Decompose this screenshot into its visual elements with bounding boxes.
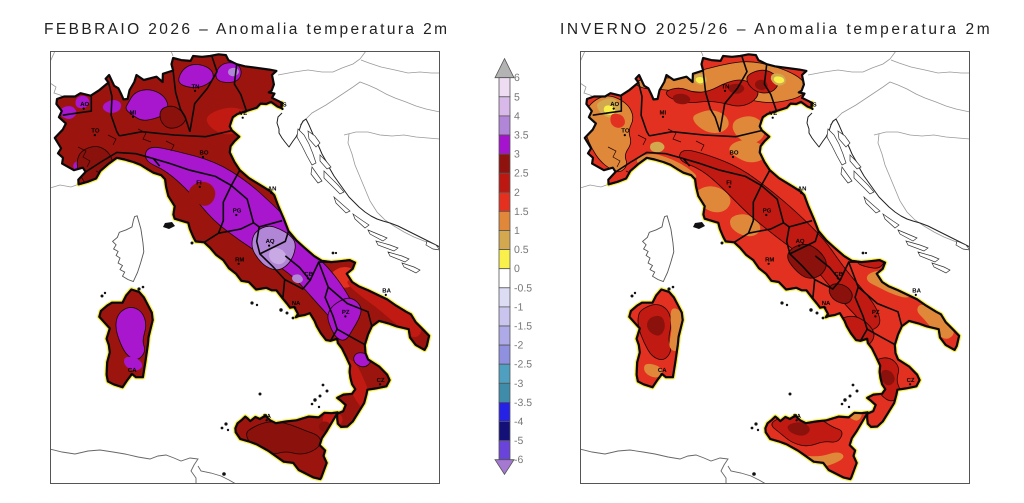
- svg-text:NA: NA: [292, 300, 301, 307]
- svg-text:CZ: CZ: [377, 377, 385, 384]
- svg-text:FI: FI: [196, 179, 202, 186]
- svg-text:AO: AO: [610, 101, 619, 108]
- svg-text:1: 1: [514, 225, 520, 237]
- svg-text:6: 6: [514, 72, 520, 84]
- svg-text:BA: BA: [912, 287, 921, 294]
- svg-text:-4: -4: [514, 416, 523, 428]
- svg-text:3.5: 3.5: [514, 130, 529, 142]
- svg-text:AN: AN: [798, 186, 807, 193]
- svg-text:NA: NA: [822, 300, 831, 307]
- svg-text:AO: AO: [80, 101, 89, 108]
- svg-text:PA: PA: [263, 413, 272, 420]
- svg-text:CZ: CZ: [907, 377, 915, 384]
- svg-text:AQ: AQ: [796, 238, 805, 245]
- svg-text:CA: CA: [658, 367, 667, 374]
- svg-text:PA: PA: [793, 413, 802, 420]
- svg-text:TO: TO: [621, 128, 630, 135]
- svg-text:1.5: 1.5: [514, 206, 529, 218]
- svg-text:TN: TN: [192, 83, 200, 90]
- svg-text:AN: AN: [268, 186, 277, 193]
- svg-text:-6: -6: [514, 454, 523, 466]
- svg-text:-1.5: -1.5: [514, 321, 532, 333]
- svg-text:BO: BO: [200, 150, 209, 157]
- svg-text:2: 2: [514, 187, 520, 199]
- svg-text:PZ: PZ: [342, 309, 350, 316]
- svg-text:-3: -3: [514, 378, 523, 390]
- svg-text:TS: TS: [809, 102, 817, 109]
- svg-text:BA: BA: [382, 287, 391, 294]
- svg-text:MI: MI: [660, 109, 667, 116]
- svg-text:-2.5: -2.5: [514, 359, 532, 371]
- svg-text:BO: BO: [730, 150, 739, 157]
- svg-text:VE: VE: [769, 110, 777, 117]
- svg-text:CB: CB: [304, 271, 313, 278]
- svg-text:CA: CA: [128, 367, 137, 374]
- svg-text:2.5: 2.5: [514, 168, 529, 180]
- svg-text:-1: -1: [514, 301, 523, 313]
- svg-text:PG: PG: [233, 208, 242, 215]
- svg-text:TS: TS: [279, 102, 287, 109]
- svg-text:-3.5: -3.5: [514, 397, 532, 409]
- svg-text:FI: FI: [726, 179, 732, 186]
- svg-text:-0.5: -0.5: [514, 282, 532, 294]
- svg-text:-2: -2: [514, 340, 523, 352]
- svg-text:0.5: 0.5: [514, 244, 529, 256]
- svg-text:TN: TN: [722, 83, 730, 90]
- svg-text:RM: RM: [765, 256, 774, 263]
- svg-text:3: 3: [514, 149, 520, 161]
- svg-text:VE: VE: [239, 110, 247, 117]
- svg-text:0: 0: [514, 263, 520, 275]
- svg-text:TO: TO: [91, 128, 100, 135]
- svg-text:-5: -5: [514, 435, 523, 447]
- svg-text:CB: CB: [834, 271, 843, 278]
- svg-text:5: 5: [514, 91, 520, 103]
- svg-text:PG: PG: [763, 208, 772, 215]
- svg-text:AQ: AQ: [266, 238, 275, 245]
- svg-text:MI: MI: [130, 109, 137, 116]
- svg-text:RM: RM: [235, 256, 244, 263]
- svg-text:4: 4: [514, 110, 520, 122]
- svg-text:PZ: PZ: [872, 309, 880, 316]
